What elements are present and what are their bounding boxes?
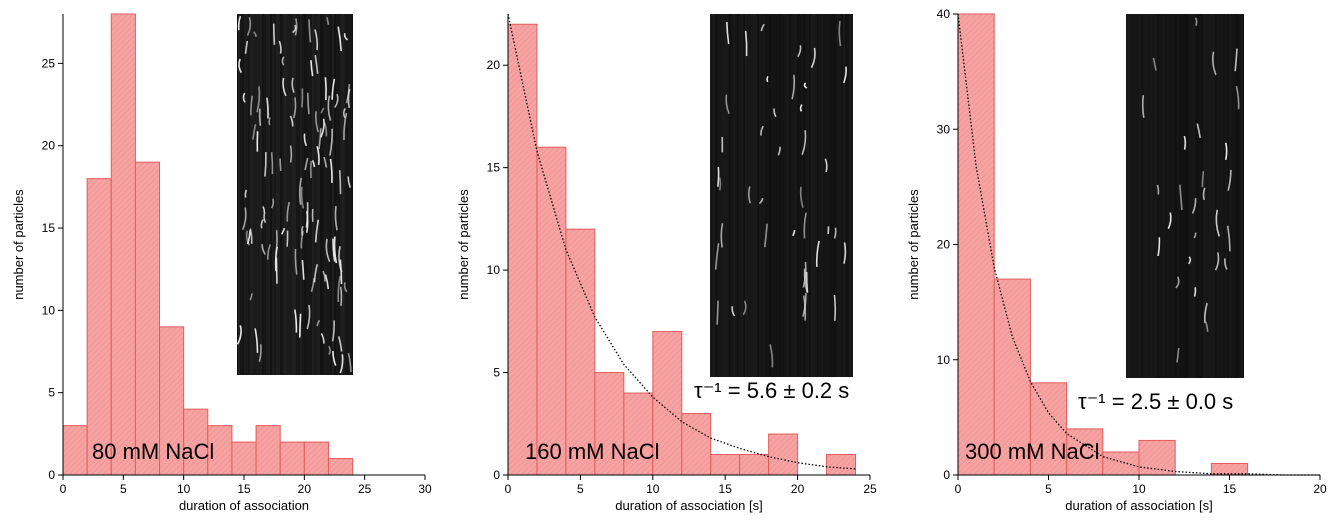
bar (135, 162, 159, 475)
y-tick-label: 0 (493, 468, 500, 482)
kymograph-trace (834, 295, 835, 321)
x-axis-label: duration of association [s] (1065, 498, 1212, 513)
x-tick-label: 0 (505, 482, 512, 496)
y-tick-label: 20 (487, 58, 501, 72)
bar (280, 442, 304, 475)
y-axis-label: number of particles (906, 189, 921, 300)
bar (256, 426, 280, 475)
bar (1139, 440, 1175, 475)
bar (537, 147, 566, 475)
kymograph-trace (302, 226, 303, 235)
x-axis-label: duration of association (179, 498, 309, 513)
kymograph-trace (276, 230, 277, 254)
condition-label: 300 mM NaCl (965, 439, 1099, 464)
y-tick-label: 30 (937, 122, 951, 136)
y-tick-label: 5 (48, 386, 55, 400)
y-tick-label: 40 (937, 7, 951, 21)
x-tick-label: 30 (418, 482, 432, 496)
x-tick-label: 15 (719, 482, 733, 496)
x-tick-label: 5 (120, 482, 127, 496)
bar (508, 24, 537, 475)
bar (304, 442, 328, 475)
kymograph-trace (325, 77, 326, 100)
kymograph-image (1126, 14, 1244, 378)
y-tick-label: 20 (937, 238, 951, 252)
x-tick-label: 15 (237, 482, 251, 496)
bar (682, 414, 711, 475)
bar (87, 179, 111, 475)
x-tick-label: 10 (177, 482, 191, 496)
x-tick-label: 20 (791, 482, 805, 496)
y-axis-label: number of particles (456, 189, 471, 300)
kymograph-trace (280, 159, 281, 171)
y-tick-label: 25 (42, 56, 56, 70)
kymograph-trace (274, 24, 275, 45)
bar (63, 426, 87, 475)
kymograph-trace (302, 88, 303, 107)
x-tick-label: 5 (577, 482, 584, 496)
kymograph-trace (307, 211, 308, 233)
y-tick-label: 10 (937, 353, 951, 367)
kymograph-trace (718, 167, 719, 187)
y-tick-label: 10 (487, 263, 501, 277)
bar (1103, 452, 1139, 475)
bar (232, 442, 256, 475)
kymograph-image (237, 14, 353, 375)
x-tick-label: 0 (955, 482, 962, 496)
kymograph-trace (767, 76, 768, 81)
condition-label: 80 mM NaCl (92, 439, 214, 464)
x-tick-label: 20 (1313, 482, 1327, 496)
kymograph-trace (276, 258, 277, 284)
x-tick-label: 5 (1045, 482, 1052, 496)
bar (769, 434, 798, 475)
kymograph-trace (272, 152, 273, 174)
kymograph-trace (341, 287, 342, 306)
x-tick-label: 10 (646, 482, 660, 496)
fit-annotation: τ⁻¹ = 5.6 ± 0.2 s (694, 378, 849, 403)
x-tick-label: 0 (60, 482, 67, 496)
y-tick-label: 15 (487, 161, 501, 175)
x-tick-label: 10 (1132, 482, 1146, 496)
bar (827, 455, 856, 475)
y-tick-label: 10 (42, 303, 56, 317)
bar (711, 455, 740, 475)
bar (958, 14, 994, 475)
x-axis-label: duration of association [s] (615, 498, 762, 513)
y-tick-label: 20 (42, 139, 56, 153)
y-tick-label: 5 (493, 366, 500, 380)
kymograph-trace (300, 314, 301, 338)
kymograph-trace (291, 146, 292, 163)
x-tick-label: 20 (298, 482, 312, 496)
kymograph-trace (1226, 143, 1227, 160)
condition-label: 160 mM NaCl (525, 439, 659, 464)
kymograph-trace (340, 170, 341, 194)
x-tick-label: 15 (1223, 482, 1237, 496)
y-tick-label: 0 (48, 468, 55, 482)
x-tick-label: 25 (358, 482, 372, 496)
kymograph-image (710, 14, 853, 377)
y-tick-label: 15 (42, 221, 56, 235)
y-axis-label: number of particles (11, 189, 26, 300)
y-tick-label: 0 (943, 468, 950, 482)
bar (328, 459, 352, 475)
bar (740, 455, 769, 475)
x-tick-label: 25 (863, 482, 877, 496)
kymograph-trace (720, 178, 721, 191)
fit-annotation: τ⁻¹ = 2.5 ± 0.0 s (1078, 389, 1233, 414)
kymograph-trace (260, 109, 261, 126)
kymograph-trace (717, 301, 718, 325)
bar (111, 14, 135, 475)
kymograph-trace (1195, 287, 1196, 296)
kymograph-trace (807, 272, 808, 293)
